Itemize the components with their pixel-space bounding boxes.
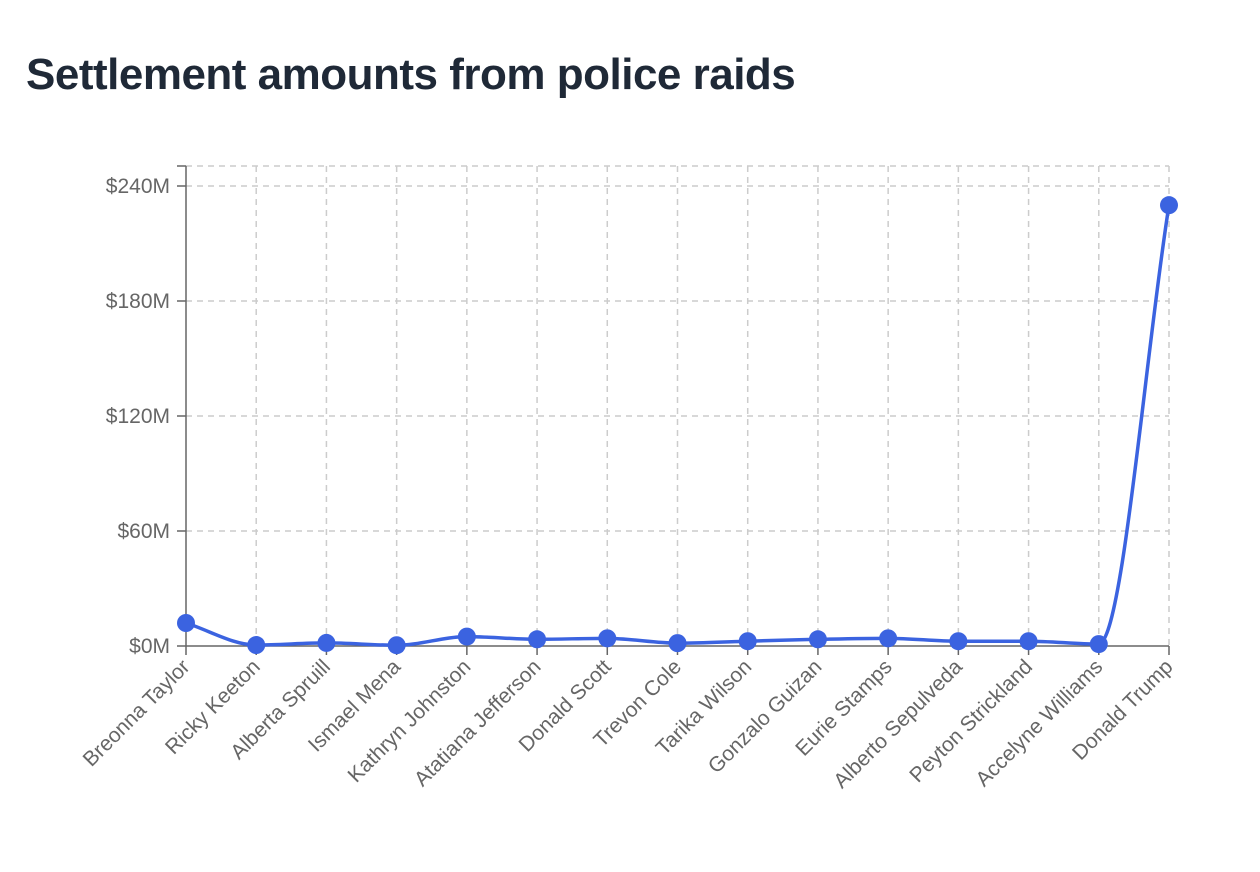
x-tick-label: Kathryn Johnston xyxy=(344,655,476,787)
y-tick-label: $0M xyxy=(129,635,170,658)
series-line xyxy=(184,203,1171,647)
grid xyxy=(186,165,1170,646)
point-layer xyxy=(177,196,1178,655)
y-axis-ticks: $0M $60M $120M $180M $240M xyxy=(106,165,186,658)
data-point[interactable] xyxy=(879,629,898,648)
chart-title: Settlement amounts from police raids xyxy=(26,50,796,99)
data-point[interactable] xyxy=(387,636,406,655)
data-point[interactable] xyxy=(1089,635,1108,654)
x-tick-label: Alberto Sepulveda xyxy=(829,655,967,793)
data-point[interactable] xyxy=(247,636,266,655)
data-point[interactable] xyxy=(949,632,968,651)
data-point[interactable] xyxy=(177,614,195,632)
data-point[interactable] xyxy=(668,634,687,653)
y-tick-label: $240M xyxy=(106,175,170,198)
data-point[interactable] xyxy=(738,632,757,651)
data-point[interactable] xyxy=(598,629,617,648)
y-tick-label: $60M xyxy=(117,520,170,543)
x-tick-label: Accelyne Williams xyxy=(971,655,1107,791)
series-layer xyxy=(184,203,1171,647)
data-point[interactable] xyxy=(1019,632,1038,651)
x-tick-label: Peyton Strickland xyxy=(905,655,1037,787)
data-point[interactable] xyxy=(528,630,547,649)
y-tick-label: $180M xyxy=(106,290,170,313)
y-tick-label: $120M xyxy=(106,405,170,428)
data-point[interactable] xyxy=(457,627,476,646)
x-tick-label: Atatiana Jefferson xyxy=(410,655,546,791)
data-point[interactable] xyxy=(808,630,827,649)
data-point[interactable] xyxy=(317,633,336,652)
data-point[interactable] xyxy=(1160,196,1178,215)
